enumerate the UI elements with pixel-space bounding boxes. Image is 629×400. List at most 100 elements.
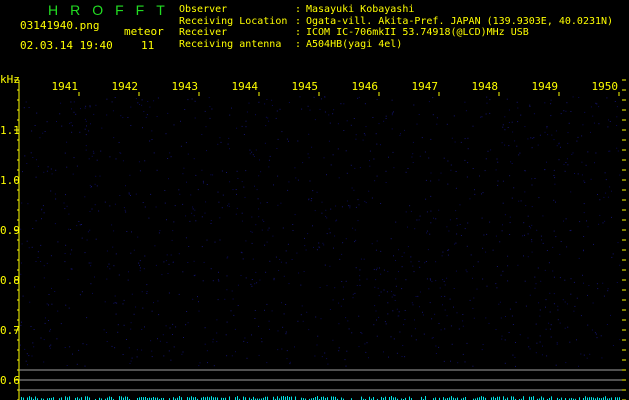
level-bar bbox=[539, 398, 540, 400]
noise-pixel bbox=[89, 184, 91, 186]
level-bar bbox=[453, 397, 454, 400]
noise-pixel bbox=[321, 212, 323, 214]
noise-pixel bbox=[431, 318, 433, 320]
noise-pixel bbox=[365, 202, 367, 204]
noise-pixel bbox=[559, 322, 561, 324]
noise-pixel bbox=[271, 105, 273, 106]
noise-pixel bbox=[352, 297, 354, 299]
noise-pixel bbox=[446, 123, 448, 125]
noise-pixel bbox=[444, 328, 446, 330]
noise-pixel bbox=[410, 256, 412, 258]
noise-pixel bbox=[158, 232, 160, 234]
noise-pixel bbox=[508, 145, 510, 147]
noise-pixel bbox=[514, 356, 516, 358]
noise-pixel bbox=[474, 193, 476, 195]
noise-pixel bbox=[159, 230, 161, 232]
noise-pixel bbox=[249, 153, 251, 155]
noise-pixel bbox=[498, 303, 500, 305]
noise-pixel bbox=[456, 218, 458, 220]
noise-pixel bbox=[326, 217, 328, 219]
noise-pixel bbox=[94, 204, 96, 206]
noise-pixel bbox=[538, 197, 540, 199]
noise-pixel bbox=[507, 265, 509, 267]
noise-pixel bbox=[467, 222, 469, 224]
noise-pixel bbox=[372, 117, 374, 118]
noise-pixel bbox=[431, 281, 433, 283]
level-bar bbox=[371, 398, 372, 400]
noise-pixel bbox=[264, 142, 266, 144]
noise-pixel bbox=[145, 116, 147, 118]
noise-pixel bbox=[509, 175, 511, 177]
noise-pixel bbox=[318, 246, 320, 248]
level-bar bbox=[59, 398, 60, 400]
noise-pixel bbox=[550, 336, 552, 338]
noise-pixel bbox=[91, 155, 93, 157]
noise-pixel bbox=[251, 216, 253, 218]
noise-pixel bbox=[211, 108, 213, 110]
level-bar bbox=[33, 398, 34, 400]
noise-pixel bbox=[227, 205, 228, 207]
noise-pixel bbox=[499, 241, 501, 243]
noise-pixel bbox=[36, 112, 38, 114]
noise-pixel bbox=[235, 213, 237, 215]
noise-pixel bbox=[255, 224, 257, 226]
noise-pixel bbox=[376, 319, 377, 321]
noise-pixel bbox=[226, 172, 227, 173]
noise-pixel bbox=[251, 151, 253, 153]
noise-pixel bbox=[243, 134, 245, 135]
noise-pixel bbox=[414, 319, 415, 321]
noise-pixel bbox=[448, 230, 450, 232]
noise-pixel bbox=[464, 228, 466, 230]
level-bar bbox=[309, 398, 310, 400]
noise-pixel bbox=[254, 318, 256, 319]
noise-pixel bbox=[115, 253, 117, 255]
level-bar bbox=[141, 397, 142, 400]
noise-pixel bbox=[401, 356, 403, 357]
noise-pixel bbox=[450, 360, 451, 362]
noise-pixel bbox=[355, 267, 357, 269]
noise-pixel bbox=[321, 356, 323, 358]
noise-pixel bbox=[400, 133, 401, 135]
noise-pixel bbox=[50, 190, 52, 192]
noise-pixel bbox=[485, 113, 487, 115]
noise-pixel bbox=[226, 257, 228, 259]
noise-pixel bbox=[71, 125, 73, 127]
noise-pixel bbox=[89, 211, 91, 212]
noise-pixel bbox=[204, 110, 206, 112]
noise-pixel bbox=[216, 341, 218, 343]
level-bar bbox=[321, 396, 322, 400]
level-bar bbox=[173, 397, 174, 400]
noise-pixel bbox=[531, 241, 533, 243]
noise-pixel bbox=[374, 180, 376, 182]
noise-pixel bbox=[92, 292, 93, 294]
noise-pixel bbox=[497, 180, 499, 182]
noise-pixel bbox=[153, 100, 155, 102]
noise-pixel bbox=[560, 146, 561, 148]
noise-pixel bbox=[111, 101, 113, 103]
noise-pixel bbox=[193, 215, 195, 217]
level-bar bbox=[153, 396, 154, 400]
noise-pixel bbox=[265, 271, 267, 273]
noise-pixel bbox=[93, 113, 95, 115]
noise-pixel bbox=[470, 254, 472, 256]
level-bar bbox=[521, 398, 522, 400]
noise-pixel bbox=[246, 111, 248, 113]
noise-pixel bbox=[35, 176, 37, 178]
noise-pixel bbox=[93, 152, 95, 154]
noise-pixel bbox=[515, 301, 517, 303]
noise-pixel bbox=[260, 338, 262, 339]
noise-pixel bbox=[240, 275, 242, 276]
noise-pixel bbox=[354, 292, 356, 294]
level-bar bbox=[593, 397, 594, 400]
noise-pixel bbox=[194, 209, 196, 211]
noise-pixel bbox=[117, 324, 119, 326]
noise-pixel bbox=[326, 285, 328, 287]
noise-pixel bbox=[566, 303, 568, 305]
noise-pixel bbox=[590, 131, 591, 133]
noise-pixel bbox=[187, 153, 189, 155]
level-bar bbox=[435, 397, 436, 400]
level-bar bbox=[363, 398, 364, 400]
level-bar bbox=[549, 397, 550, 400]
noise-pixel bbox=[378, 295, 380, 297]
noise-pixel bbox=[556, 343, 558, 345]
